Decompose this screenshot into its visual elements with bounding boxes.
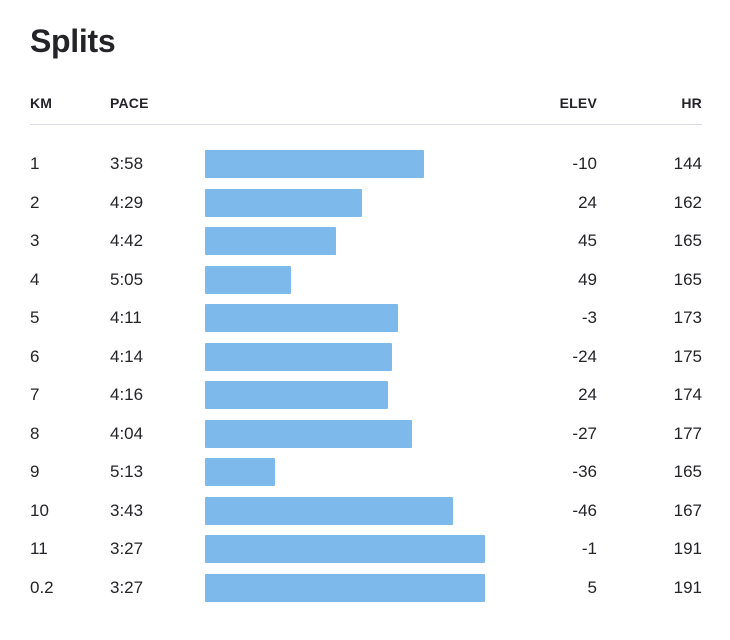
hr-cell: 162 [673, 192, 702, 212]
km-cell: 2 [30, 192, 40, 212]
pace-bar-track [205, 188, 490, 217]
hr-cell: 167 [673, 500, 702, 520]
pace-bar-track [205, 573, 490, 602]
pace-bar-track [205, 419, 490, 448]
pace-cell: 4:42 [110, 231, 144, 251]
km-cell: 5 [30, 308, 40, 328]
pace-cell: 4:14 [110, 346, 144, 366]
pace-bar [205, 304, 398, 333]
table-row[interactable]: 7 4:16 24 174 [30, 376, 702, 415]
table-row[interactable]: 9 5:13 -36 165 [30, 453, 702, 492]
km-cell: 10 [30, 500, 49, 520]
pace-bar [205, 496, 453, 525]
hr-cell: 165 [673, 231, 702, 251]
pace-bar [205, 150, 424, 179]
elev-cell: -46 [572, 500, 597, 520]
column-header-pace: PACE [110, 95, 149, 112]
pace-cell: 3:27 [110, 539, 144, 559]
hr-cell: 177 [673, 423, 702, 443]
hr-cell: 165 [673, 462, 702, 482]
pace-bar-track [205, 496, 490, 525]
pace-bar [205, 535, 485, 564]
table-header: KM PACE ELEV HR [30, 83, 702, 126]
pace-cell: 4:16 [110, 385, 144, 405]
elev-cell: 45 [578, 231, 597, 251]
pace-bar-track [205, 227, 490, 256]
pace-bar [205, 342, 392, 371]
km-cell: 7 [30, 385, 40, 405]
splits-rows: 1 3:58 -10 144 2 4:29 24 162 3 4:42 45 1… [30, 145, 702, 607]
table-row[interactable]: 4 5:05 49 165 [30, 261, 702, 300]
table-row[interactable]: 10 3:43 -46 167 [30, 492, 702, 531]
pace-bar [205, 227, 336, 256]
pace-cell: 4:11 [110, 308, 142, 328]
km-cell: 3 [30, 231, 40, 251]
pace-cell: 3:27 [110, 577, 144, 597]
pace-cell: 4:04 [110, 423, 144, 443]
km-cell: 8 [30, 423, 40, 443]
hr-cell: 191 [673, 539, 702, 559]
pace-cell: 3:58 [110, 154, 144, 174]
pace-bar-track [205, 265, 490, 294]
pace-bar-track [205, 458, 490, 487]
table-row[interactable]: 1 3:58 -10 144 [30, 145, 702, 184]
elev-cell: 49 [578, 269, 597, 289]
pace-cell: 3:43 [110, 500, 144, 520]
hr-cell: 144 [673, 154, 702, 174]
km-cell: 4 [30, 269, 40, 289]
pace-bar-track [205, 535, 490, 564]
pace-bar [205, 188, 362, 217]
elev-cell: 5 [587, 577, 597, 597]
hr-cell: 173 [673, 308, 702, 328]
pace-cell: 4:29 [110, 192, 144, 212]
hr-cell: 165 [673, 269, 702, 289]
pace-bar [205, 419, 412, 448]
pace-bar [205, 381, 388, 410]
pace-bar-track [205, 304, 490, 333]
elev-cell: -36 [572, 462, 597, 482]
km-cell: 0.2 [30, 577, 54, 597]
table-row[interactable]: 8 4:04 -27 177 [30, 415, 702, 454]
page-title: Splits [30, 23, 116, 59]
pace-bar-track [205, 342, 490, 371]
splits-panel: Splits KM PACE ELEV HR 1 3:58 -10 144 2 … [30, 23, 702, 607]
splits-table: KM PACE ELEV HR 1 3:58 -10 144 2 4:29 24… [30, 83, 702, 607]
column-header-spacer [205, 83, 490, 111]
hr-cell: 175 [673, 346, 702, 366]
column-header-km: KM [30, 95, 53, 112]
elev-cell: 24 [578, 192, 597, 212]
elev-cell: -24 [572, 346, 597, 366]
pace-cell: 5:05 [110, 269, 144, 289]
table-row[interactable]: 2 4:29 24 162 [30, 184, 702, 223]
elev-cell: -3 [581, 308, 597, 328]
table-row[interactable]: 6 4:14 -24 175 [30, 338, 702, 377]
column-header-hr: HR [681, 95, 702, 112]
hr-cell: 174 [673, 385, 702, 405]
km-cell: 1 [30, 154, 40, 174]
km-cell: 9 [30, 462, 40, 482]
table-row[interactable]: 5 4:11 -3 173 [30, 299, 702, 338]
pace-bar-track [205, 381, 490, 410]
table-row[interactable]: 11 3:27 -1 191 [30, 530, 702, 569]
km-cell: 6 [30, 346, 40, 366]
pace-bar [205, 573, 485, 602]
table-row[interactable]: 3 4:42 45 165 [30, 222, 702, 261]
km-cell: 11 [30, 539, 48, 559]
table-row[interactable]: 0.2 3:27 5 191 [30, 569, 702, 608]
elev-cell: 24 [578, 385, 597, 405]
pace-bar [205, 458, 275, 487]
pace-bar-track [205, 150, 490, 179]
hr-cell: 191 [673, 577, 702, 597]
pace-cell: 5:13 [110, 462, 144, 482]
elev-cell: -1 [581, 539, 597, 559]
pace-bar [205, 265, 291, 294]
elev-cell: -10 [572, 154, 597, 174]
elev-cell: -27 [572, 423, 597, 443]
column-header-elev: ELEV [559, 95, 597, 112]
